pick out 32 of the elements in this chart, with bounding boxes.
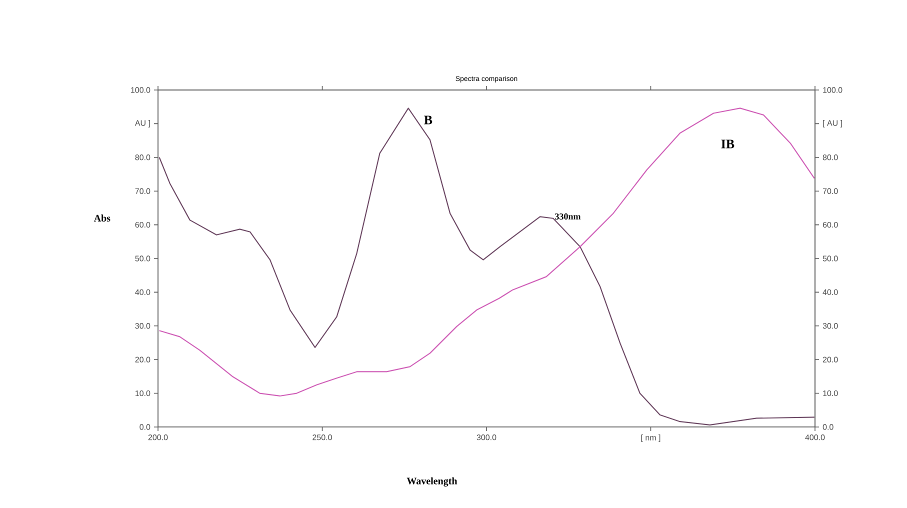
x-tick-label: 200.0: [148, 434, 168, 440]
y-tick-label: 0.0: [140, 424, 150, 430]
y2-tick-label: 40.0: [822, 289, 838, 296]
text: IB: [721, 140, 734, 148]
y-tick-label: 50.0: [135, 256, 150, 262]
y2-tick-label: 10.0: [823, 390, 838, 396]
y2-tick-label: 80.0: [822, 154, 838, 160]
y-tick-label: 70.0: [135, 188, 150, 194]
y2-tick-label: 20.0: [822, 356, 838, 362]
x-tick-label: [ nm ]: [641, 434, 660, 442]
y2-tick-label: 100.0: [823, 87, 842, 93]
y-tick-label: 20.0: [135, 356, 150, 362]
x-tick-label: 250.0: [312, 434, 332, 440]
y-tick-label: 80.0: [135, 154, 150, 160]
y-tick-label: 100.0: [131, 87, 150, 93]
y2-tick-label: 50.0: [822, 256, 838, 262]
y-tick-label: 10.0: [136, 390, 150, 396]
x-axis-title: Wavelength: [406, 477, 458, 486]
annotation: 330nm: [555, 213, 581, 220]
y-tick-label: 60.0: [135, 222, 150, 228]
y2-tick-label: 0.0: [822, 424, 834, 430]
y2-tick-label: 70.0: [822, 188, 838, 194]
y-tick-label: 30.0: [135, 323, 150, 329]
y-tick-label: 40.0: [135, 289, 150, 296]
y-axis-title: Abs: [94, 214, 110, 222]
y-tick-label: AU ]: [134, 120, 150, 128]
y2-tick-label: [ AU ]: [823, 120, 842, 128]
x-tick-label: 400.0: [805, 434, 825, 440]
series-label: B: [424, 116, 432, 124]
y2-tick-label: 60.0: [822, 222, 838, 228]
x-tick-label: 300.0: [476, 434, 496, 440]
y2-tick-label: 30.0: [822, 323, 838, 329]
